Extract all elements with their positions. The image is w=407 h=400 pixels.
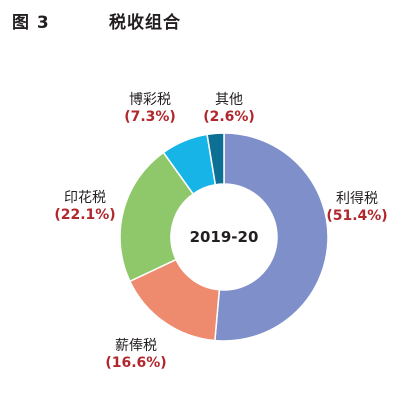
slice-label-1: 利得税 bbox=[336, 190, 378, 207]
slice-value-5: (2.6%) bbox=[203, 109, 255, 125]
slice-label-2: 薪俸税 bbox=[115, 338, 157, 354]
slices-group bbox=[119, 132, 329, 342]
slice-label-4: 博彩税 bbox=[129, 91, 171, 108]
slice-value-4: (7.3%) bbox=[124, 109, 176, 125]
figure-number: 图 3 bbox=[12, 13, 50, 33]
slice-label-5: 其他 bbox=[215, 92, 243, 108]
slice-label-3: 印花税 bbox=[64, 190, 106, 206]
slice-value-1: (51.4%) bbox=[326, 208, 387, 224]
slice-value-3: (22.1%) bbox=[54, 207, 115, 223]
labels-group: 利得税(51.4%) 薪俸税(16.6%) 印花税(22.1%) 博彩税(7.3%) 其… bbox=[54, 91, 387, 371]
figure-title: 税收组合 bbox=[109, 13, 181, 33]
donut-hole bbox=[171, 184, 277, 290]
center-label: 2019-20 bbox=[190, 228, 259, 246]
figure-header: 图 3 税收组合 bbox=[12, 6, 402, 36]
slice-value-2: (16.6%) bbox=[105, 355, 166, 371]
